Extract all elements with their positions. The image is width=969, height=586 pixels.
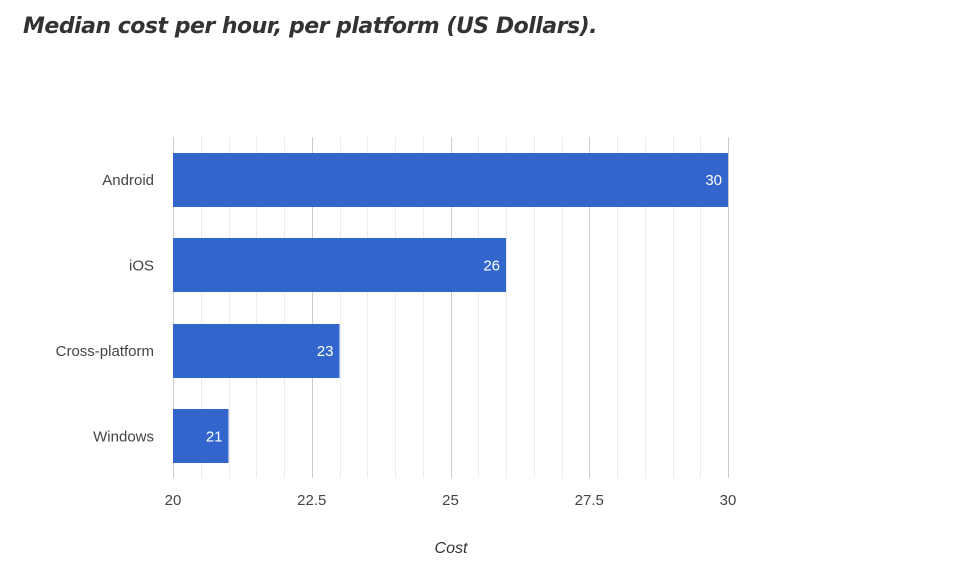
bar-cross-platform: [173, 324, 340, 378]
category-label: Windows: [93, 428, 154, 445]
bar-windows: [173, 409, 229, 463]
data-label: 30: [705, 172, 722, 189]
bar-ios: [173, 238, 506, 292]
data-label: 23: [317, 343, 334, 360]
data-label: 21: [206, 428, 223, 445]
page-title: Median cost per hour, per platform (US D…: [23, 14, 597, 39]
bars: [173, 153, 728, 463]
bar-android: [173, 153, 728, 207]
labels: 20 22.5 25 27.5 30 Android 30 iOS 26 Cross-platfo…: [56, 172, 737, 509]
x-tick-label: 25: [442, 492, 459, 509]
category-label: Cross-platform: [56, 343, 154, 360]
x-tick-label: 20: [165, 492, 182, 509]
data-label: 26: [483, 257, 500, 274]
category-label: iOS: [129, 257, 154, 274]
x-tick-label: 30: [720, 492, 737, 509]
x-tick-label: 22.5: [297, 492, 326, 509]
x-tick-label: 27.5: [575, 492, 604, 509]
category-label: Android: [102, 172, 154, 189]
x-axis-title: Cost: [435, 540, 468, 557]
